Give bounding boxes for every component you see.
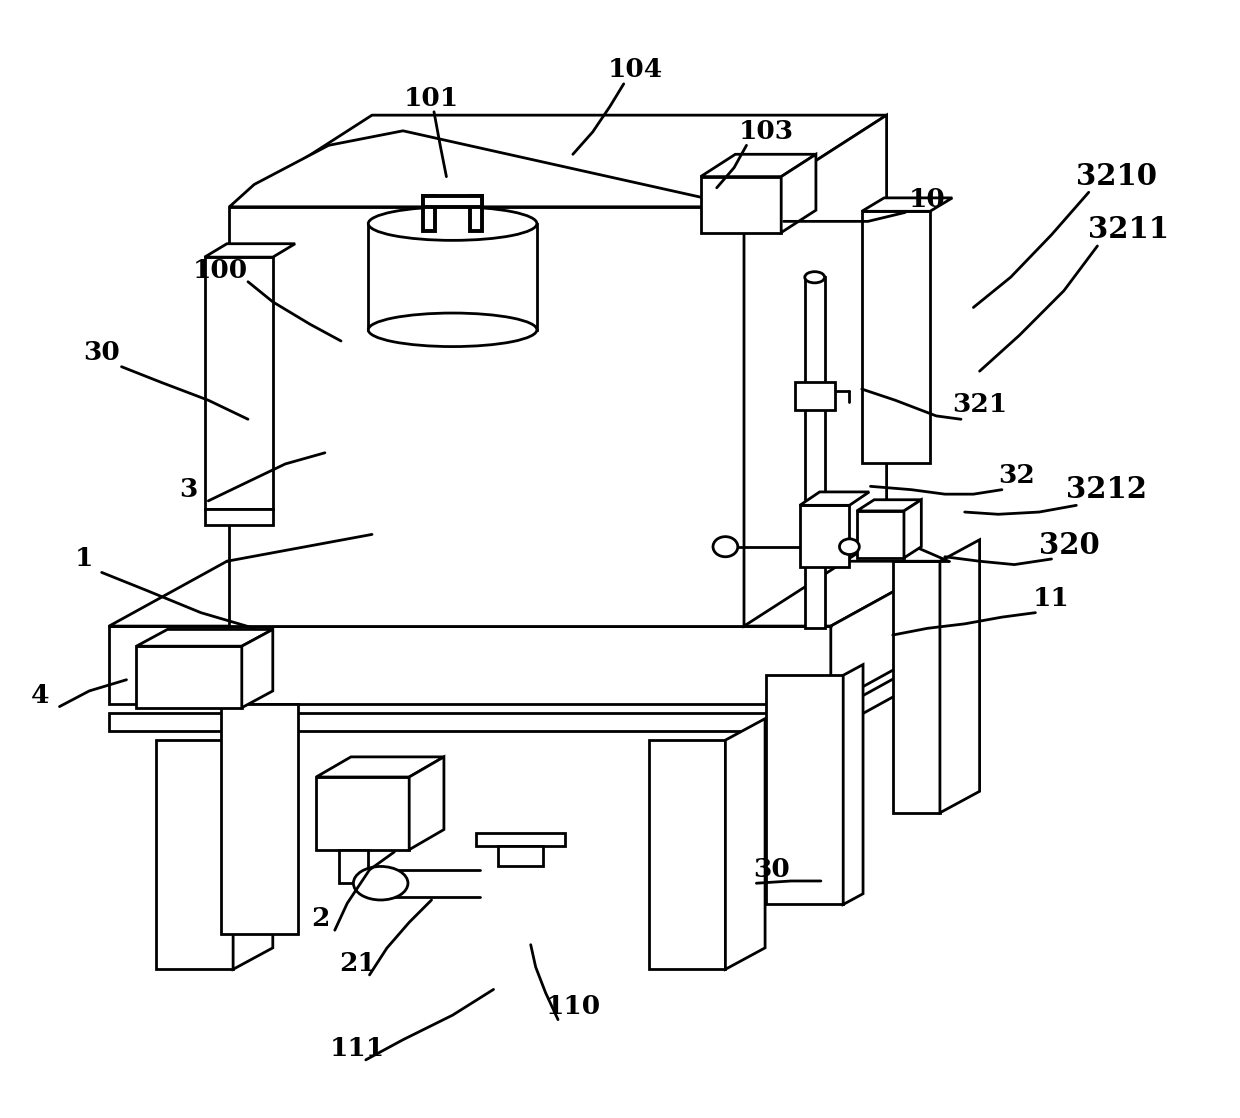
Text: 101: 101 [404,86,459,111]
Polygon shape [862,198,952,211]
Polygon shape [904,500,921,558]
Polygon shape [409,757,444,850]
Text: 321: 321 [952,392,1007,417]
Text: 2: 2 [311,907,329,931]
Text: 320: 320 [1039,531,1099,560]
Polygon shape [498,846,543,866]
Polygon shape [831,561,949,704]
Text: 3210: 3210 [1075,162,1157,191]
Polygon shape [316,757,444,777]
Polygon shape [109,713,831,731]
Polygon shape [940,540,980,813]
Text: 1: 1 [76,547,93,571]
Polygon shape [800,492,869,505]
Polygon shape [205,244,295,257]
Polygon shape [805,277,825,628]
Text: 10: 10 [909,187,946,211]
Polygon shape [744,115,887,626]
Text: 104: 104 [608,57,662,82]
Polygon shape [339,850,368,883]
Polygon shape [136,629,273,646]
Polygon shape [233,719,273,969]
Polygon shape [205,509,273,525]
Polygon shape [843,664,863,904]
Polygon shape [862,211,930,463]
Polygon shape [725,719,765,969]
Polygon shape [470,196,482,231]
Polygon shape [242,629,273,708]
Polygon shape [229,131,744,207]
Polygon shape [701,154,816,177]
Ellipse shape [713,537,738,557]
Polygon shape [221,704,298,934]
Polygon shape [109,561,949,626]
Polygon shape [649,740,725,969]
Text: 111: 111 [330,1036,384,1061]
Polygon shape [229,115,887,207]
Polygon shape [423,196,482,207]
Polygon shape [368,224,537,330]
Ellipse shape [805,272,825,283]
Polygon shape [795,382,835,410]
Polygon shape [205,257,273,509]
Polygon shape [831,648,949,731]
Polygon shape [893,561,940,813]
Ellipse shape [839,539,859,555]
Text: 103: 103 [739,120,794,144]
Polygon shape [857,511,904,558]
Polygon shape [701,177,781,233]
Polygon shape [423,196,435,231]
Ellipse shape [368,313,537,347]
Text: 110: 110 [546,994,600,1018]
Text: 21: 21 [339,951,376,976]
Text: 3212: 3212 [1065,475,1147,504]
Polygon shape [229,207,744,626]
Polygon shape [766,675,843,904]
Text: 3: 3 [180,477,197,502]
Text: 11: 11 [1033,586,1070,610]
Polygon shape [476,833,565,846]
Polygon shape [857,500,921,511]
Ellipse shape [353,866,408,900]
Polygon shape [781,154,816,233]
Polygon shape [800,505,849,567]
Text: 4: 4 [31,683,48,708]
Ellipse shape [368,207,537,240]
Text: 100: 100 [193,258,248,283]
Polygon shape [109,626,831,704]
Polygon shape [136,646,242,708]
Text: 3211: 3211 [1087,215,1169,244]
Polygon shape [316,777,409,850]
Text: 32: 32 [998,463,1035,487]
Text: 30: 30 [83,340,120,364]
Polygon shape [156,740,233,969]
Text: 30: 30 [753,858,790,882]
